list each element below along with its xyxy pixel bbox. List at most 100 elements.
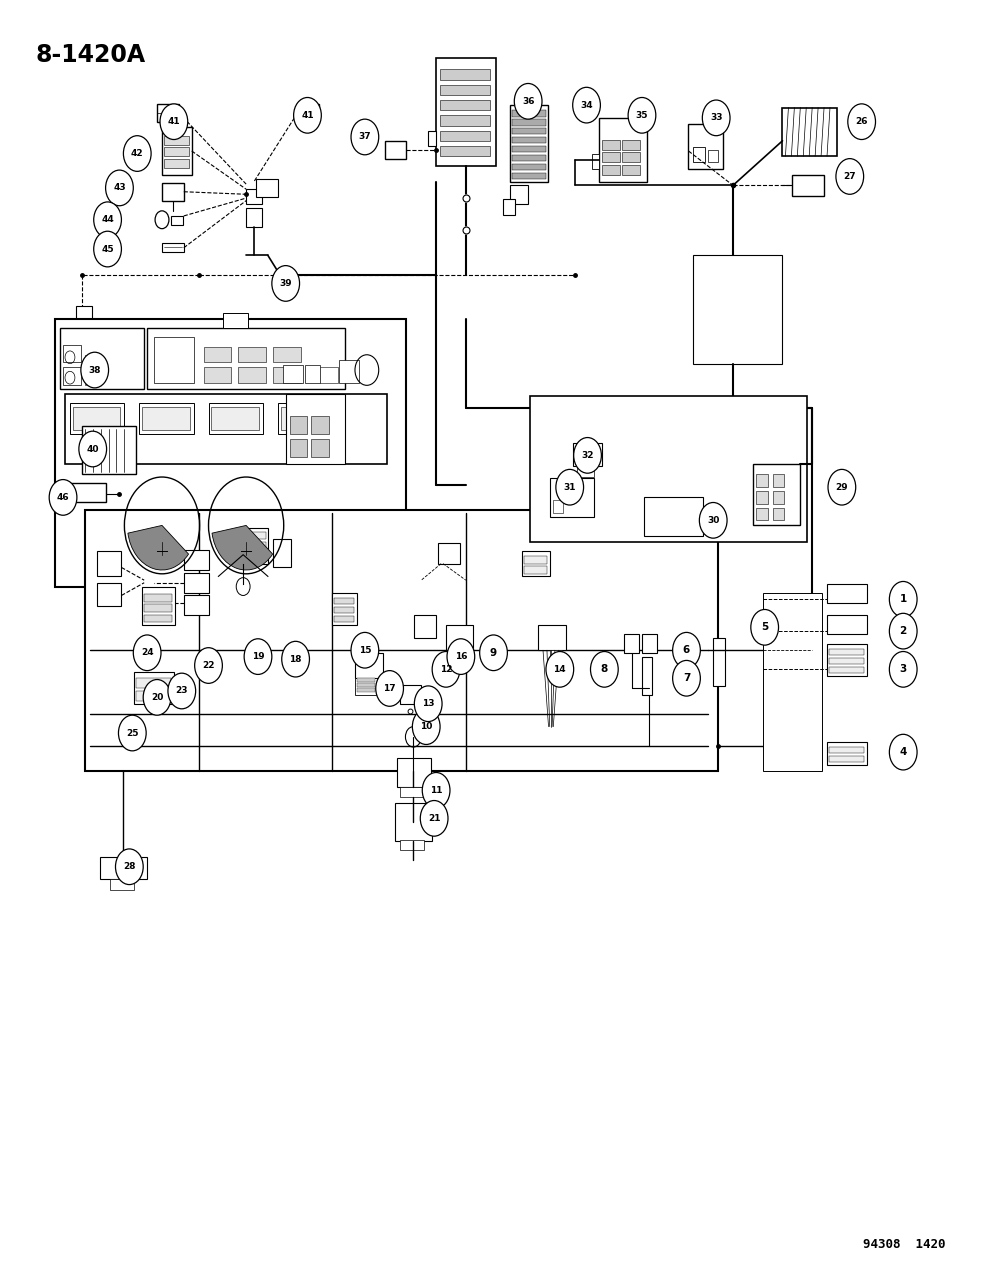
Text: 27: 27	[843, 172, 856, 181]
Text: 94308  1420: 94308 1420	[863, 1238, 945, 1251]
Bar	[773, 491, 785, 504]
Bar	[428, 130, 436, 145]
Bar	[137, 691, 170, 701]
Text: 3: 3	[900, 664, 907, 674]
Bar	[689, 124, 723, 168]
Bar	[550, 650, 562, 660]
Bar	[277, 403, 332, 434]
Bar	[593, 153, 600, 168]
Bar	[512, 110, 546, 116]
Bar	[100, 857, 147, 880]
Bar	[60, 328, 144, 389]
Circle shape	[81, 352, 109, 388]
Bar	[512, 163, 546, 170]
Text: 29: 29	[835, 483, 848, 492]
Bar	[357, 678, 375, 682]
Bar	[170, 215, 182, 224]
Bar	[603, 152, 620, 162]
Bar	[503, 199, 515, 214]
Bar	[137, 678, 170, 689]
Wedge shape	[128, 525, 188, 570]
Bar	[449, 649, 469, 659]
Bar	[238, 347, 266, 362]
Circle shape	[751, 609, 779, 645]
Circle shape	[143, 680, 170, 715]
Bar	[332, 593, 357, 625]
Bar	[246, 208, 262, 227]
Bar	[829, 756, 863, 762]
Circle shape	[556, 469, 584, 505]
Bar	[644, 497, 704, 536]
Bar	[85, 510, 718, 771]
Circle shape	[376, 671, 403, 706]
Circle shape	[94, 231, 122, 266]
Circle shape	[412, 709, 440, 745]
Circle shape	[116, 849, 143, 885]
Bar	[76, 306, 92, 321]
Bar	[183, 595, 208, 615]
Bar	[248, 552, 266, 560]
Bar	[385, 140, 406, 158]
Bar	[357, 688, 375, 692]
Bar	[203, 367, 231, 382]
Text: 12: 12	[440, 664, 452, 674]
Bar	[256, 179, 277, 196]
Bar	[436, 57, 496, 166]
Text: 14: 14	[554, 664, 566, 674]
Bar	[68, 483, 106, 502]
Bar	[829, 747, 863, 754]
Bar	[143, 407, 189, 430]
Circle shape	[420, 801, 448, 836]
Text: 41: 41	[301, 111, 314, 120]
Text: 16: 16	[455, 652, 467, 662]
Text: 1: 1	[900, 594, 907, 604]
Circle shape	[574, 437, 602, 473]
Bar	[282, 365, 302, 382]
Circle shape	[889, 734, 917, 770]
Text: 39: 39	[279, 279, 292, 288]
Bar	[162, 242, 183, 251]
Circle shape	[414, 686, 442, 722]
Bar	[573, 442, 603, 465]
Text: 2: 2	[900, 626, 907, 636]
Bar	[203, 347, 231, 362]
Bar	[140, 403, 193, 434]
Bar	[273, 347, 300, 362]
Bar	[198, 536, 297, 584]
Text: 9: 9	[490, 648, 497, 658]
Text: 19: 19	[252, 652, 265, 662]
Text: 10: 10	[420, 722, 432, 731]
Bar	[550, 478, 595, 516]
Bar	[164, 135, 188, 144]
Bar	[440, 69, 490, 79]
Bar	[164, 158, 188, 167]
Bar	[440, 99, 490, 110]
Bar	[211, 407, 259, 430]
Bar	[183, 572, 208, 593]
Text: 24: 24	[141, 648, 154, 658]
Bar	[399, 840, 424, 850]
Bar	[297, 103, 319, 121]
Bar	[273, 367, 300, 382]
Bar	[577, 465, 595, 477]
Text: 11: 11	[430, 785, 442, 794]
Circle shape	[673, 632, 701, 668]
Bar	[622, 152, 640, 162]
Circle shape	[94, 201, 122, 237]
Bar	[85, 372, 95, 385]
Text: 22: 22	[202, 660, 215, 671]
Bar	[829, 667, 863, 673]
Text: 23: 23	[175, 686, 188, 695]
Bar	[273, 539, 290, 567]
Circle shape	[828, 469, 855, 505]
Bar	[603, 164, 620, 175]
Circle shape	[703, 99, 730, 135]
Bar	[773, 507, 785, 520]
Circle shape	[836, 158, 863, 194]
Circle shape	[119, 715, 146, 751]
Text: 36: 36	[522, 97, 534, 106]
Bar	[289, 416, 307, 434]
Circle shape	[351, 119, 379, 154]
Text: 8: 8	[601, 664, 608, 674]
Circle shape	[889, 613, 917, 649]
